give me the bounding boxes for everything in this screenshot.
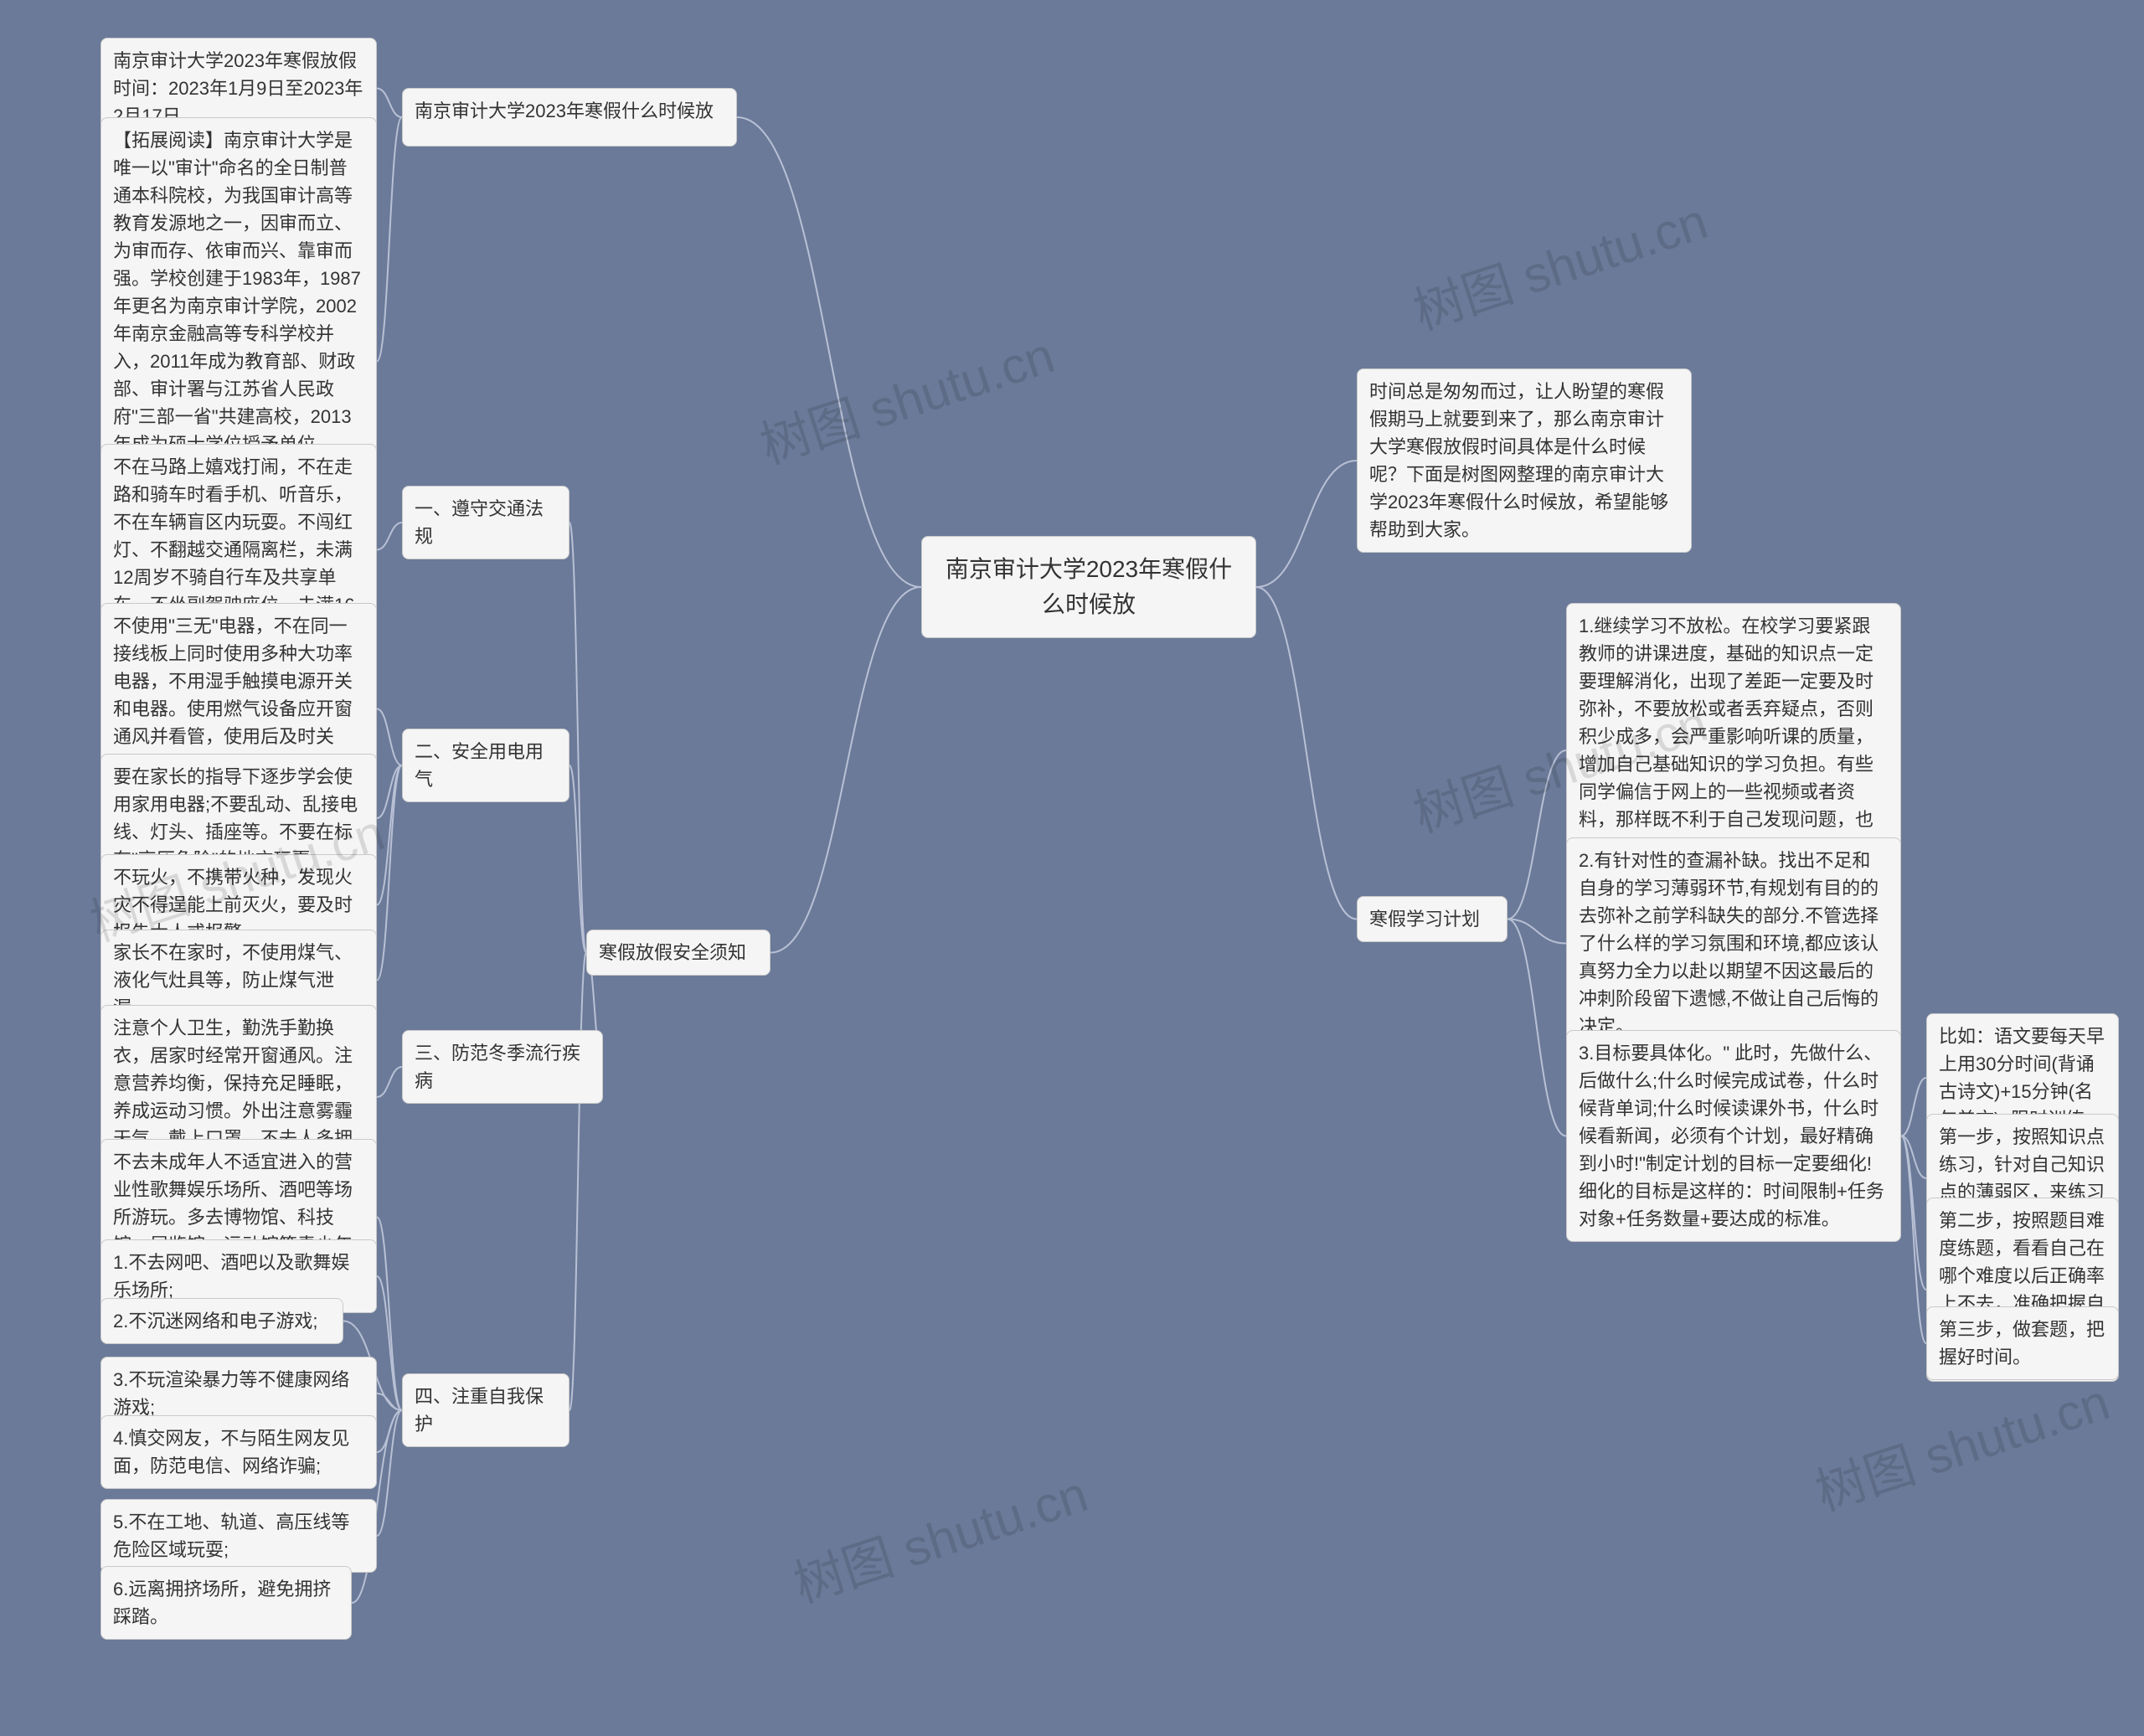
link bbox=[737, 117, 921, 587]
link bbox=[570, 953, 586, 1411]
node-b2_2[interactable]: 二、安全用电用气 bbox=[402, 729, 570, 802]
node-intro[interactable]: 时间总是匆匆而过，让人盼望的寒假假期马上就要到来了，那么南京审计大学寒假放假时间… bbox=[1357, 368, 1692, 553]
node-center[interactable]: 南京审计大学2023年寒假什么时候放 bbox=[921, 536, 1256, 638]
node-b3_3d[interactable]: 第三步，做套题，把握好时间。 bbox=[1926, 1306, 2119, 1380]
node-text: 时间总是匆匆而过，让人盼望的寒假假期马上就要到来了，那么南京审计大学寒假放假时间… bbox=[1369, 381, 1668, 540]
link bbox=[377, 523, 402, 550]
link bbox=[1901, 1136, 1926, 1179]
node-b2_3[interactable]: 三、防范冬季流行疾病 bbox=[402, 1030, 603, 1104]
node-b3[interactable]: 寒假学习计划 bbox=[1357, 896, 1508, 942]
watermark: 树图 shutu.cn bbox=[1403, 181, 1715, 344]
node-text: 3.目标要具体化。" 此时，先做什么、后做什么;什么时候完成试卷，什么时候背单词… bbox=[1579, 1043, 1884, 1229]
link bbox=[570, 523, 586, 953]
link bbox=[1901, 1136, 1926, 1344]
node-text: 3.不玩渲染暴力等不健康网络游戏; bbox=[113, 1369, 349, 1418]
link bbox=[377, 709, 402, 766]
link bbox=[377, 1276, 402, 1410]
node-text: 4.慎交网友，不与陌生网友见面，防范电信、网络诈骗; bbox=[113, 1428, 349, 1476]
watermark: 树图 shutu.cn bbox=[783, 1454, 1095, 1617]
link bbox=[377, 89, 402, 118]
link bbox=[377, 1393, 402, 1410]
mindmap-canvas: 南京审计大学2023年寒假什么时候放时间总是匆匆而过，让人盼望的寒假假期马上就要… bbox=[0, 0, 2144, 1736]
node-b2_4[interactable]: 四、注重自我保护 bbox=[402, 1373, 570, 1447]
node-b3_2[interactable]: 2.有针对性的查漏补缺。找出不足和自身的学习薄弱环节,有规划有目的的去弥补之前学… bbox=[1566, 837, 1901, 1049]
link bbox=[570, 765, 586, 953]
node-text: 四、注重自我保护 bbox=[415, 1386, 544, 1435]
node-text: 5.不在工地、轨道、高压线等危险区域玩耍; bbox=[113, 1512, 349, 1560]
node-text: 寒假学习计划 bbox=[1369, 909, 1480, 930]
link bbox=[377, 765, 402, 818]
node-text: 南京审计大学2023年寒假什么时候放 bbox=[946, 556, 1232, 617]
node-text: 第三步，做套题，把握好时间。 bbox=[1939, 1319, 2105, 1368]
link bbox=[1256, 587, 1357, 920]
link bbox=[377, 1067, 402, 1097]
node-text: 2.有针对性的查漏补缺。找出不足和自身的学习薄弱环节,有规划有目的的去弥补之前学… bbox=[1579, 850, 1879, 1037]
link bbox=[1508, 920, 1566, 944]
node-b3_3[interactable]: 3.目标要具体化。" 此时，先做什么、后做什么;什么时候完成试卷，什么时候背单词… bbox=[1566, 1030, 1901, 1242]
link bbox=[1256, 461, 1357, 587]
link bbox=[377, 117, 402, 362]
node-b1[interactable]: 南京审计大学2023年寒假什么时候放 bbox=[402, 88, 737, 147]
node-text: 6.远离拥挤场所，避免拥挤踩踏。 bbox=[113, 1579, 331, 1627]
node-text: 南京审计大学2023年寒假放假时间：2023年1月9日至2023年2月17日 bbox=[113, 50, 363, 126]
link bbox=[1508, 920, 1566, 1136]
link bbox=[377, 1218, 402, 1411]
link bbox=[770, 587, 921, 953]
node-text: 1.不去网吧、酒吧以及歌舞娱乐场所; bbox=[113, 1252, 349, 1301]
watermark: 树图 shutu.cn bbox=[750, 315, 1062, 478]
node-b2_4g[interactable]: 6.远离拥挤场所，避免拥挤踩踏。 bbox=[100, 1566, 352, 1640]
watermark: 树图 shutu.cn bbox=[1805, 1362, 2117, 1525]
link bbox=[1901, 1136, 1926, 1290]
node-text: 三、防范冬季流行疾病 bbox=[415, 1043, 580, 1091]
node-text: 二、安全用电用气 bbox=[415, 741, 544, 790]
node-b2_4e[interactable]: 4.慎交网友，不与陌生网友见面，防范电信、网络诈骗; bbox=[100, 1415, 377, 1489]
node-text: 寒假放假安全须知 bbox=[599, 942, 746, 963]
link bbox=[377, 765, 402, 981]
node-text: 一、遵守交通法规 bbox=[415, 498, 544, 547]
link bbox=[377, 1410, 402, 1536]
link bbox=[1901, 1078, 1926, 1136]
node-b2_4f[interactable]: 5.不在工地、轨道、高压线等危险区域玩耍; bbox=[100, 1499, 377, 1573]
link bbox=[1508, 750, 1566, 920]
link bbox=[377, 765, 402, 905]
node-text: 2.不沉迷网络和电子游戏; bbox=[113, 1311, 317, 1332]
node-text: 南京审计大学2023年寒假什么时候放 bbox=[415, 100, 714, 121]
link bbox=[377, 1410, 402, 1452]
node-b2[interactable]: 寒假放假安全须知 bbox=[586, 930, 770, 976]
node-b2_4c[interactable]: 2.不沉迷网络和电子游戏; bbox=[100, 1298, 343, 1344]
node-b2_1[interactable]: 一、遵守交通法规 bbox=[402, 486, 570, 559]
